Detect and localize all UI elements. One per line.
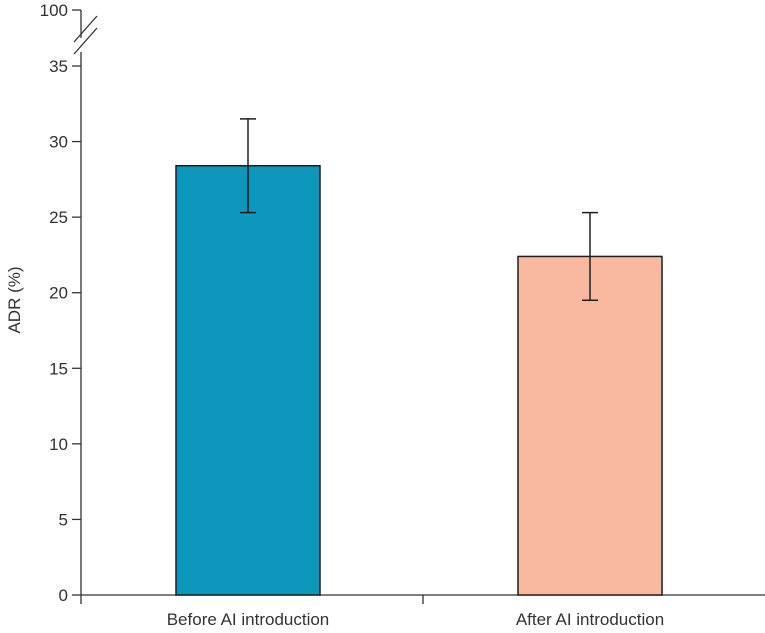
bars [175, 165, 663, 596]
bar [517, 255, 663, 596]
y-axis-label: ADR (%) [5, 266, 24, 333]
x-tick-label: After AI introduction [516, 610, 664, 628]
y-tick-label: 100 [40, 1, 68, 20]
axis-break-mark [73, 27, 98, 55]
y-tick-label: 15 [49, 359, 68, 378]
y-axis: 100 0 5 10 15 20 25 30 35 [40, 1, 98, 605]
y-tick-label: 10 [49, 435, 68, 454]
y-tick-label: 5 [59, 510, 68, 529]
y-tick-label: 20 [49, 284, 68, 303]
x-axis: Before AI introduction After AI introduct… [80, 594, 765, 629]
bar [175, 165, 321, 596]
error-bars [240, 118, 598, 302]
y-tick-label: 30 [49, 133, 68, 152]
x-tick-label: Before AI introduction [167, 610, 330, 628]
y-tick-label: 0 [59, 586, 68, 605]
y-tick-label: 35 [49, 57, 68, 76]
axis-break-mark [73, 15, 98, 43]
y-tick-label: 25 [49, 208, 68, 227]
